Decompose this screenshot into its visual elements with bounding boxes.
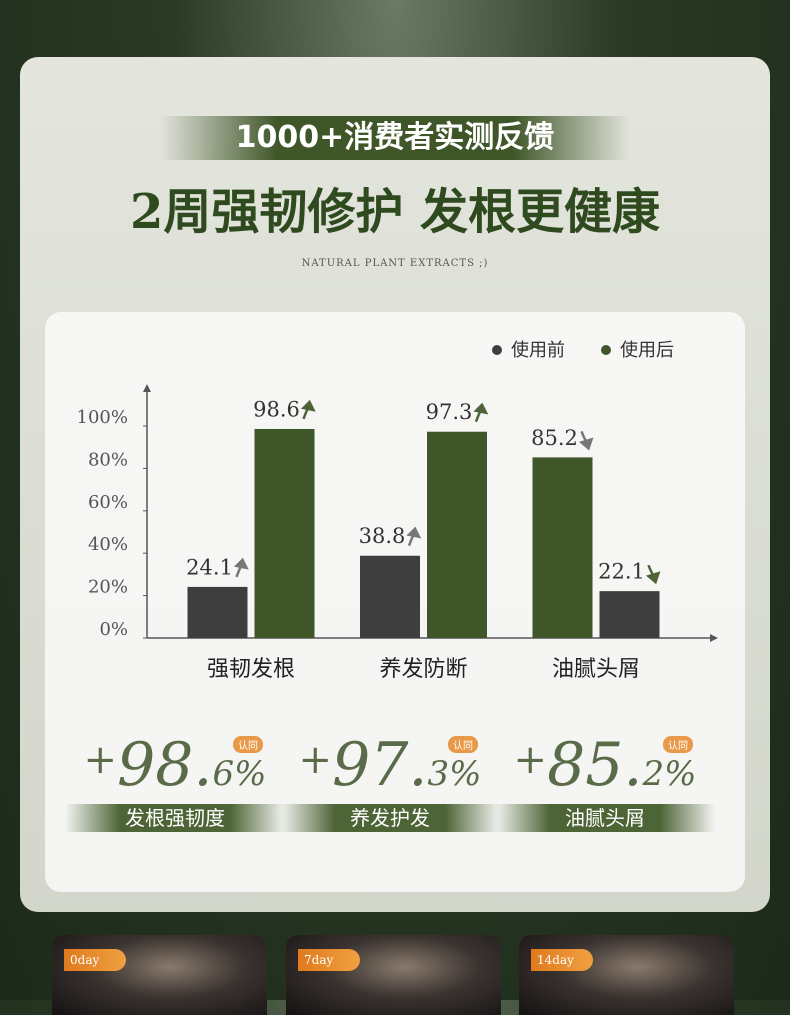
stat-sign: + (513, 737, 548, 783)
y-tick-label: 0% (99, 619, 128, 640)
bar (532, 457, 593, 638)
stat-sign: + (298, 737, 333, 783)
value-label: 38.8 (359, 524, 406, 548)
badge: 1000+消费者实测反馈 (160, 116, 630, 160)
stat-small: 3% (427, 754, 482, 794)
stat-small: 2% (642, 754, 697, 794)
subtitle: NATURAL PLANT EXTRACTS ;) (301, 258, 489, 269)
stat: +98.6% 认同发根强韧度 (65, 730, 285, 832)
day-photo: 7day (286, 935, 501, 1015)
stat-badge: 认同 (663, 736, 693, 753)
stat-small: 6% (212, 754, 267, 794)
day-photo: 14day (519, 935, 734, 1015)
trend-arrow (233, 557, 249, 578)
y-tick-label: 80% (88, 449, 128, 470)
x-tick-label: 养发防断 (379, 657, 467, 682)
stat-badge: 认同 (448, 736, 478, 753)
day-tag: 7day (298, 949, 360, 971)
x-axis-arrow (710, 634, 718, 642)
value-label: 22.1 (598, 560, 645, 584)
bar (599, 591, 660, 638)
stat: +85.2% 认同油腻头屑 (495, 730, 715, 832)
legend-label: 使用前 (511, 340, 565, 361)
x-tick-label: 强韧发根 (207, 657, 295, 682)
legend-label: 使用后 (620, 340, 674, 361)
legend-dot (601, 345, 611, 355)
legend-dot (492, 345, 502, 355)
day-photo: 0day (52, 935, 267, 1015)
y-tick-label: 100% (77, 407, 128, 428)
stat-number: +85.2% 认同 (495, 730, 715, 800)
value-label: 24.1 (186, 555, 233, 579)
bar (427, 431, 487, 638)
y-axis-arrow (143, 384, 151, 392)
bar (254, 428, 315, 638)
trend-arrow (645, 564, 661, 585)
trend-arrow (300, 399, 316, 420)
stat-main: 85. (547, 730, 643, 800)
day-tag: 14day (531, 949, 593, 971)
value-label: 97.3 (426, 400, 473, 424)
stat-number: +97.3% 认同 (280, 730, 500, 800)
trend-arrow (473, 402, 489, 423)
stat-label: 油腻头屑 (495, 804, 715, 832)
stat-badge: 认同 (233, 736, 263, 753)
stat-label: 发根强韧度 (65, 804, 285, 832)
stat-main: 98. (117, 730, 213, 800)
y-tick-label: 20% (88, 577, 128, 598)
value-label: 85.2 (531, 426, 578, 450)
value-label: 98.6 (253, 397, 300, 421)
bar (360, 555, 420, 638)
title: 2周强韧修护 发根更健康 (129, 184, 661, 240)
trend-arrow (578, 430, 594, 451)
x-tick-label: 油腻头屑 (552, 657, 640, 682)
stat: +97.3% 认同养发护发 (280, 730, 500, 832)
trend-arrow (406, 526, 422, 547)
bar (187, 586, 248, 638)
stat-label: 养发护发 (280, 804, 500, 832)
stat-main: 97. (332, 730, 428, 800)
stat-sign: + (83, 737, 118, 783)
stat-number: +98.6% 认同 (65, 730, 285, 800)
y-tick-label: 60% (88, 492, 128, 513)
day-tag: 0day (64, 949, 126, 971)
y-tick-label: 40% (88, 534, 128, 555)
